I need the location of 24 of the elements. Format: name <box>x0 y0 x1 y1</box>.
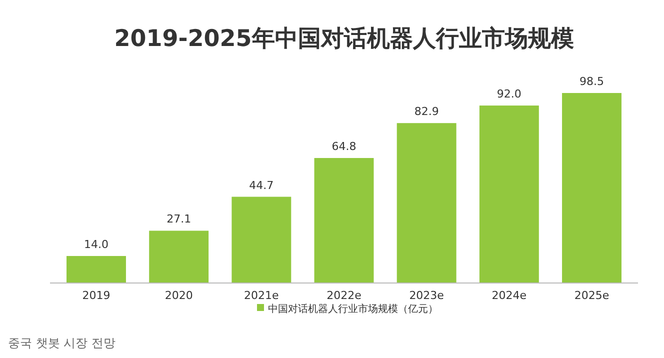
data-label: 92.0 <box>496 88 522 101</box>
data-label: 64.8 <box>332 140 356 154</box>
bar <box>479 106 539 283</box>
data-label: 44.7 <box>249 178 274 192</box>
bar <box>66 256 126 283</box>
bar <box>232 196 292 283</box>
data-label: 14.0 <box>84 238 108 251</box>
chart-title: 2019-2025年中国对话机器人行业市场规模 <box>114 25 574 52</box>
x-tick-label: 2025e <box>574 289 610 302</box>
bar <box>314 158 374 283</box>
x-tick-label: 2019 <box>82 289 110 302</box>
data-label: 82.9 <box>414 105 439 118</box>
x-tick-label: 2020 <box>164 289 193 302</box>
bar <box>562 93 622 283</box>
x-tick-label: 2022e <box>326 289 362 302</box>
text: 중국 챗봇 시장 전망 <box>8 336 116 350</box>
bar <box>149 230 209 283</box>
data-label: 98.5 <box>580 75 604 88</box>
x-tick-label: 2024e <box>492 289 527 302</box>
x-tick-label: 2023e <box>409 289 444 302</box>
legend-label: 中国对话机器人行业市场规模（亿元） <box>268 303 438 315</box>
bar <box>396 123 456 283</box>
data-label: 27.1 <box>166 212 192 226</box>
x-tick-label: 2021e <box>244 289 280 302</box>
